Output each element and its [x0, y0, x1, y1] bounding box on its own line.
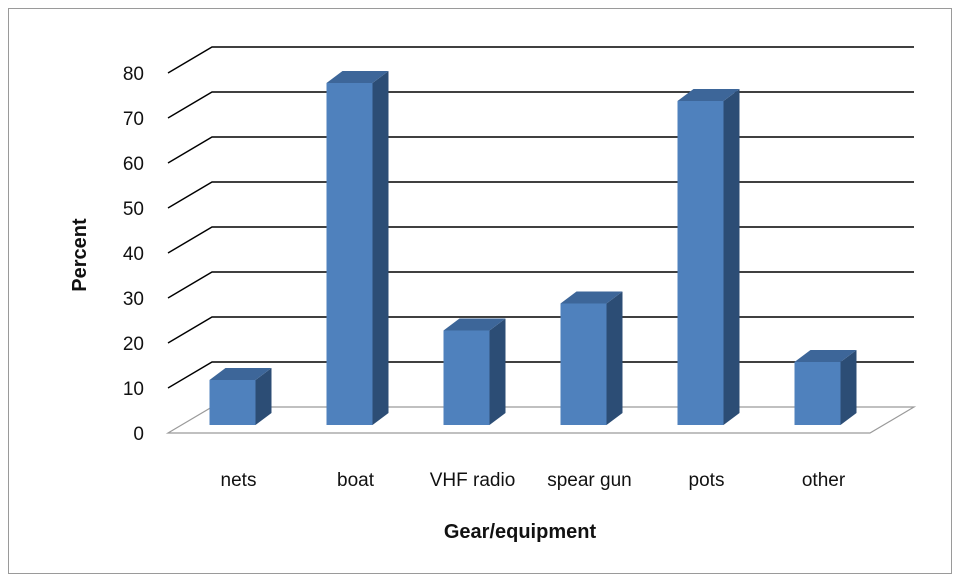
bar-top — [794, 350, 857, 362]
y-tick-label: 0 — [133, 424, 144, 445]
bar-top — [677, 89, 740, 101]
gridline — [167, 181, 914, 209]
bar-side — [606, 291, 623, 425]
bar-top — [326, 71, 389, 83]
bar-front — [794, 362, 841, 425]
gridline — [167, 316, 914, 344]
chart-frame — [8, 8, 952, 574]
bar-side — [489, 318, 506, 425]
y-tick-label: 70 — [123, 109, 144, 130]
x-axis-categories: nets boat VHF radio spear gun pots other — [221, 470, 846, 491]
bar-side — [840, 350, 857, 425]
x-category-label: other — [802, 470, 846, 491]
bar-side — [372, 71, 389, 425]
gridline — [167, 46, 914, 74]
y-tick-label: 30 — [123, 289, 144, 310]
y-tick-label: 60 — [123, 154, 144, 175]
y-axis-title: Percent — [69, 218, 91, 292]
bar-front — [209, 380, 256, 425]
bar-front — [677, 101, 724, 425]
y-tick-label: 80 — [123, 64, 144, 85]
y-tick-label: 40 — [123, 244, 144, 265]
bar-side — [255, 368, 272, 425]
gridline — [167, 271, 914, 299]
y-tick-label: 10 — [123, 379, 144, 400]
bar-front — [443, 330, 490, 425]
x-category-label: boat — [337, 470, 375, 491]
bar-top — [443, 318, 506, 331]
bar-pots — [677, 89, 740, 425]
bar-top — [560, 291, 623, 304]
gridline — [167, 136, 914, 164]
x-category-label: spear gun — [547, 470, 632, 491]
x-category-label: VHF radio — [430, 470, 516, 491]
bars — [209, 71, 857, 425]
gridlines — [167, 46, 914, 389]
bar-other — [794, 350, 857, 425]
x-axis-title: Gear/equipment — [444, 521, 597, 543]
gridline — [167, 91, 914, 119]
gridline — [167, 226, 914, 254]
bar-front — [326, 83, 373, 425]
bar-spear-gun — [560, 291, 623, 425]
x-category-label: nets — [221, 470, 257, 491]
x-category-label: pots — [689, 470, 725, 491]
bar-side — [723, 89, 740, 425]
bar-vhf-radio — [443, 318, 506, 425]
bar-top — [209, 368, 272, 380]
bar-nets — [209, 368, 272, 425]
y-tick-label: 50 — [123, 199, 144, 220]
bar-front — [560, 303, 607, 425]
y-axis-ticks: 0 10 20 30 40 50 60 70 80 — [123, 64, 144, 445]
y-tick-label: 20 — [123, 334, 144, 355]
bar-boat — [326, 71, 389, 425]
